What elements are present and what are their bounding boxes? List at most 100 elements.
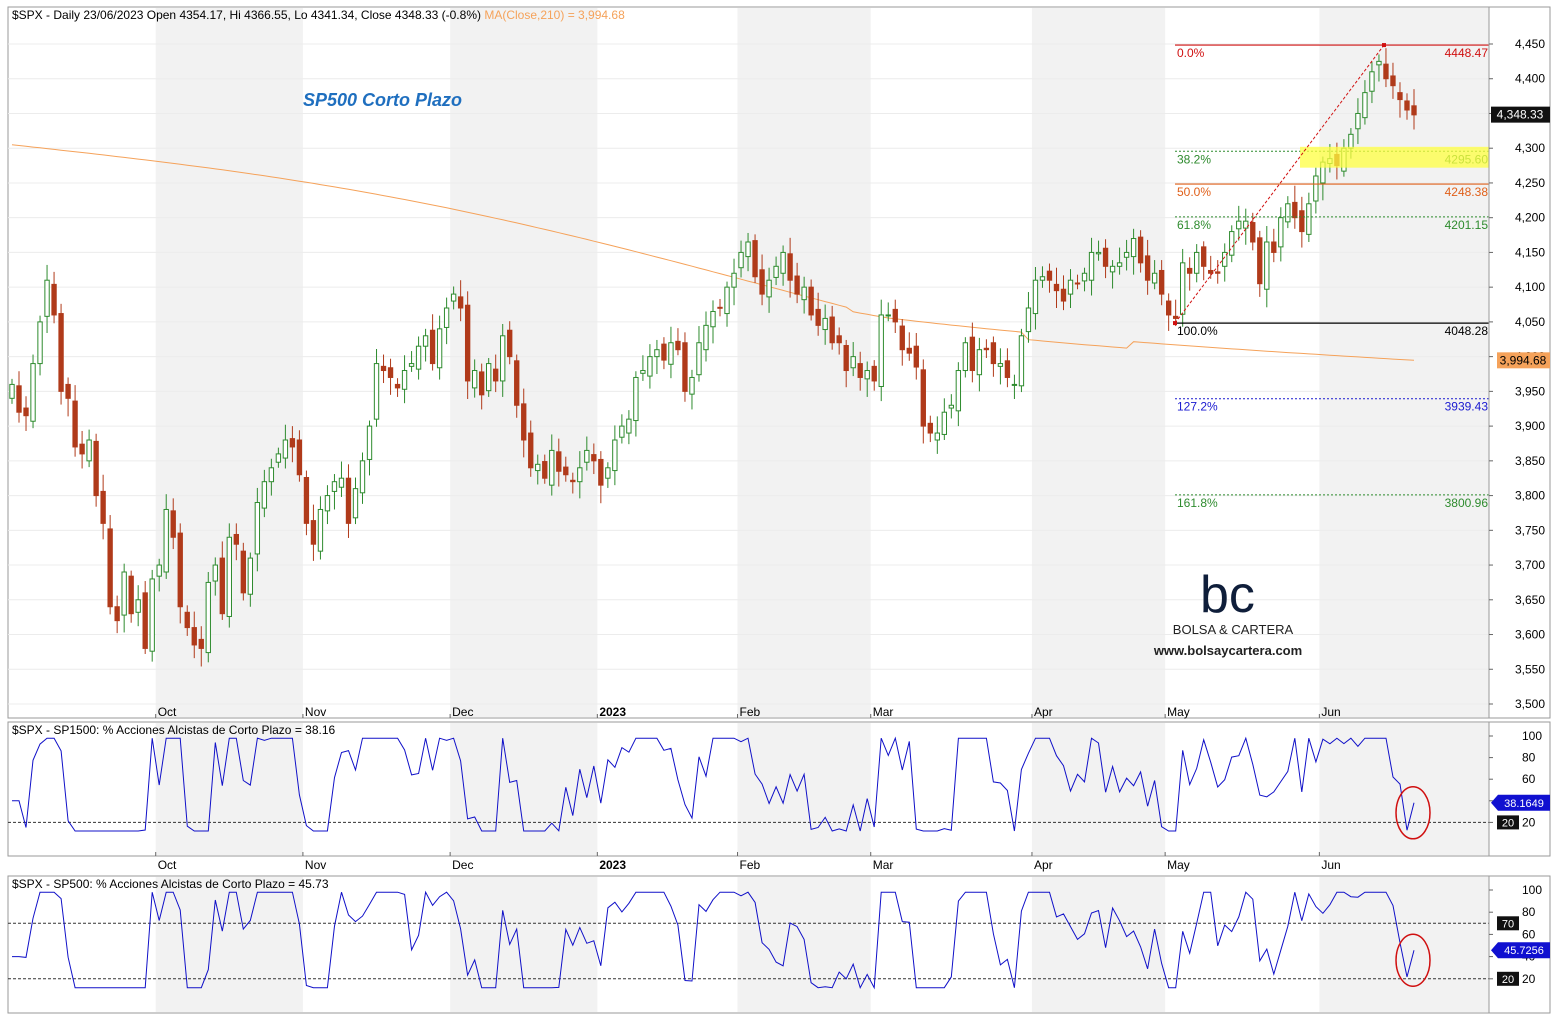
candle <box>1179 248 1186 327</box>
candle <box>717 298 723 317</box>
candle-body <box>65 383 71 399</box>
fib-highlight <box>1300 146 1489 168</box>
candle-body <box>710 310 716 328</box>
fib-value: 3939.43 <box>1445 400 1489 414</box>
candle-body <box>1123 251 1130 258</box>
candle-body <box>1158 269 1165 295</box>
candle-body <box>731 272 737 288</box>
candle <box>780 245 786 286</box>
candle-body <box>969 336 976 372</box>
candle-body <box>1039 276 1046 281</box>
candle-body <box>1074 282 1081 285</box>
candle <box>72 385 78 457</box>
candle <box>1011 374 1018 400</box>
candle-body <box>829 316 835 344</box>
candle-body <box>563 466 569 476</box>
candle <box>703 311 709 362</box>
osc2-reference-text: 70 <box>1502 918 1514 930</box>
candle-body <box>493 368 499 382</box>
candle <box>892 299 898 334</box>
candle-body <box>822 317 828 331</box>
candle-body <box>1313 175 1319 202</box>
candle <box>93 433 99 507</box>
candle <box>598 451 604 504</box>
candle-body <box>787 253 793 281</box>
candle <box>1243 208 1249 245</box>
candle <box>107 515 113 615</box>
candle <box>1109 260 1116 289</box>
candle-body <box>857 363 863 378</box>
candle-body <box>654 349 660 358</box>
candle-body <box>1151 272 1158 284</box>
candle <box>647 344 653 389</box>
candle <box>1081 267 1088 292</box>
candle-body <box>1355 112 1361 130</box>
candle-body <box>1229 231 1235 256</box>
candle-body <box>457 296 464 309</box>
candle-body <box>507 329 513 358</box>
candle <box>226 523 232 628</box>
candle <box>1165 293 1172 331</box>
candle <box>605 462 611 488</box>
candle-body <box>1032 279 1039 315</box>
candle <box>633 371 639 437</box>
candle-body <box>549 449 555 486</box>
candle-body <box>135 599 141 613</box>
candle <box>955 362 962 427</box>
candle-body <box>422 335 429 347</box>
osc2-last-badge <box>1491 942 1550 959</box>
osc1-line <box>12 736 1415 832</box>
candle <box>282 424 289 469</box>
candle-body <box>773 265 779 278</box>
osc1-tick-label: 60 <box>1522 772 1536 786</box>
candle-body <box>58 313 64 392</box>
candle-body <box>100 490 106 524</box>
candle-body <box>1222 251 1228 267</box>
candle <box>191 611 197 659</box>
candle <box>962 337 969 378</box>
candle-body <box>801 286 807 301</box>
date-tick-label: Nov <box>305 705 326 719</box>
candle <box>1046 263 1053 293</box>
candle <box>212 557 218 596</box>
candle-body <box>633 376 639 422</box>
candle <box>528 420 534 477</box>
candle <box>710 300 716 344</box>
candle-body <box>359 460 366 494</box>
candle <box>1222 243 1228 282</box>
candle-body <box>345 477 352 524</box>
candle <box>184 605 190 636</box>
candle-body <box>780 251 786 274</box>
candle <box>422 328 429 362</box>
price-tick-label: 3,500 <box>1515 697 1545 711</box>
candle <box>366 420 373 476</box>
candle <box>1053 267 1060 308</box>
price-tick-label: 3,900 <box>1515 419 1545 433</box>
candle <box>471 359 478 398</box>
candle-body <box>521 403 527 441</box>
candle <box>170 498 176 550</box>
candle-body <box>1004 360 1011 378</box>
last-price-badge <box>1491 106 1550 123</box>
price-tick-label: 4,200 <box>1515 211 1545 225</box>
candle-body <box>941 411 948 435</box>
osc2-reference-text: 20 <box>1502 974 1514 986</box>
candle-body <box>16 385 22 413</box>
candle-body <box>177 532 183 608</box>
candle-body <box>121 571 127 616</box>
candle-body <box>114 606 120 622</box>
candle-body <box>429 329 436 365</box>
candle <box>177 523 183 624</box>
candle <box>612 425 618 486</box>
candle <box>1362 80 1368 125</box>
candle <box>1313 167 1319 214</box>
candle <box>37 315 43 376</box>
candle <box>198 626 204 667</box>
candle <box>1144 239 1151 295</box>
candle <box>1208 255 1214 279</box>
month-shade <box>737 877 871 1012</box>
candle <box>584 436 590 471</box>
candle <box>1376 54 1382 82</box>
candle-body <box>310 520 317 545</box>
candle <box>1088 237 1095 296</box>
